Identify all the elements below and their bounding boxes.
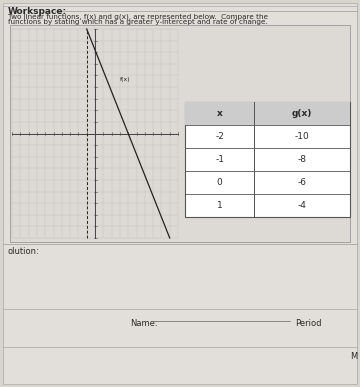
Text: -1: -1 bbox=[215, 155, 224, 164]
Text: -4: -4 bbox=[298, 201, 307, 210]
Text: 1: 1 bbox=[217, 201, 222, 210]
Text: -10: -10 bbox=[295, 132, 310, 141]
Text: Period: Period bbox=[295, 319, 321, 328]
Bar bbox=[185, 102, 350, 217]
Text: -8: -8 bbox=[298, 155, 307, 164]
Text: g(x): g(x) bbox=[292, 109, 312, 118]
Text: Two linear functions, f(x) and g(x), are represented below.  Compare the: Two linear functions, f(x) and g(x), are… bbox=[8, 13, 268, 19]
Text: Workspace:: Workspace: bbox=[8, 7, 67, 16]
Text: olution:: olution: bbox=[8, 247, 40, 256]
Text: functions by stating which has a greater y-intercept and rate of change.: functions by stating which has a greater… bbox=[8, 19, 268, 25]
Text: f(x): f(x) bbox=[120, 77, 131, 82]
Text: -6: -6 bbox=[298, 178, 307, 187]
Text: -2: -2 bbox=[215, 132, 224, 141]
Text: M: M bbox=[350, 352, 357, 361]
Bar bbox=[185, 102, 350, 125]
Text: 0: 0 bbox=[217, 178, 222, 187]
Text: x: x bbox=[217, 109, 222, 118]
Bar bbox=[10, 25, 350, 242]
Text: Name:: Name: bbox=[130, 319, 158, 328]
